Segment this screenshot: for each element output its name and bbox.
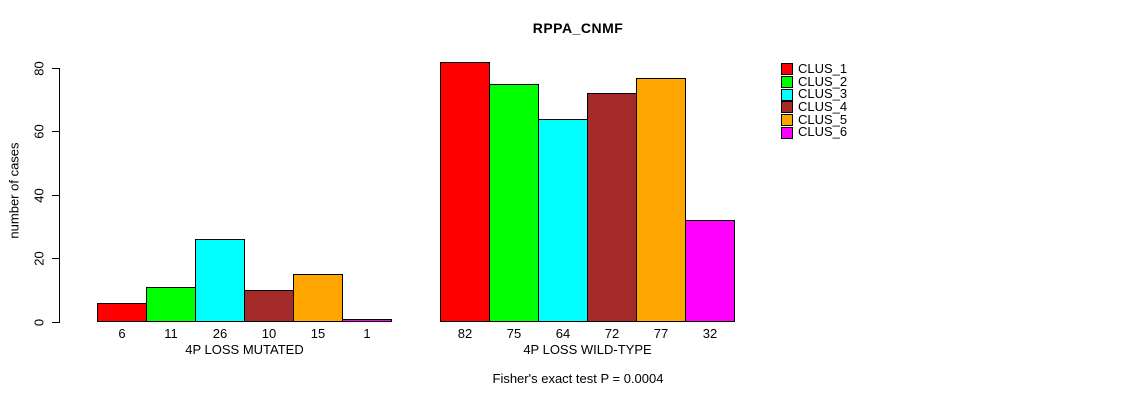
legend-item-label: CLUS_3: [798, 86, 848, 102]
bar-value-label: 77: [653, 326, 669, 341]
bar-value-label: 11: [164, 326, 178, 341]
bar-clus_5-mutated: [293, 274, 343, 322]
legend-item: CLUS_6: [781, 126, 847, 139]
bar-value-label: 75: [506, 326, 522, 341]
legend-color-swatch-icon: [781, 101, 793, 114]
bar-value-label: 1: [363, 326, 371, 341]
legend-color-swatch-icon: [781, 88, 793, 101]
legend-color-swatch-icon: [781, 114, 793, 127]
legend-item-label: CLUS_2: [798, 73, 848, 89]
bar-clus_6-wild-type: [685, 220, 735, 322]
legend-color-swatch-icon: [781, 76, 793, 89]
bar-clus_4-wild-type: [587, 93, 637, 322]
legend-color-swatch-icon: [781, 126, 793, 139]
y-axis-tick: [52, 258, 60, 259]
bar-value-label: 32: [702, 326, 718, 341]
legend-item: CLUS_5: [781, 111, 848, 127]
legend-color-swatch-icon: [781, 63, 793, 76]
legend-item-label: CLUS_1: [798, 61, 848, 76]
annotation-text: Fisher's exact test P = 0.0004: [492, 371, 664, 386]
legend-item-label: CLUS_4: [798, 99, 848, 115]
bar-value-label: 64: [555, 326, 571, 341]
legend-item: CLUS_1: [781, 61, 848, 76]
y-axis-tick: [52, 131, 60, 132]
y-axis-tick: [52, 322, 60, 323]
bar-clus_4-mutated: [244, 290, 294, 322]
bar-clus_3-wild-type: [538, 119, 588, 322]
x-group-label-mutated: 4P LOSS MUTATED: [185, 342, 304, 357]
bar-clus_6-mutated: [342, 319, 392, 322]
bar-value-label: 72: [604, 326, 620, 341]
y-axis-tick: [52, 68, 60, 69]
bar-clus_3-mutated: [195, 239, 245, 322]
bar-value-label: 15: [310, 326, 326, 341]
bar-value-label: 82: [457, 326, 473, 341]
legend-item: CLUS_2: [781, 73, 848, 89]
bar-clus_1-mutated: [97, 303, 147, 322]
legend-item-label: CLUS_6: [798, 124, 848, 140]
legend: CLUS_1 CLUS_2 CLUS_3 CLUS_4 CLUS_5 CLUS_6: [781, 61, 848, 139]
chart-title: RPPA_CNMF: [532, 20, 624, 36]
bar-value-label: 26: [212, 326, 228, 341]
bar-clus_2-mutated: [146, 287, 196, 322]
bar-clus_1-wild-type: [440, 62, 490, 322]
bar-value-label: 10: [261, 326, 277, 341]
legend-item-label: CLUS_5: [798, 111, 848, 127]
bar-value-label: 6: [118, 326, 126, 341]
y-axis-tick: [52, 195, 60, 196]
x-group-label-wild-type: 4P LOSS WILD-TYPE: [523, 342, 652, 357]
legend-item: CLUS_4: [781, 99, 848, 115]
legend-item: CLUS_3: [781, 88, 847, 101]
bar-clus_5-wild-type: [636, 78, 686, 322]
bar-clus_2-wild-type: [489, 84, 539, 322]
